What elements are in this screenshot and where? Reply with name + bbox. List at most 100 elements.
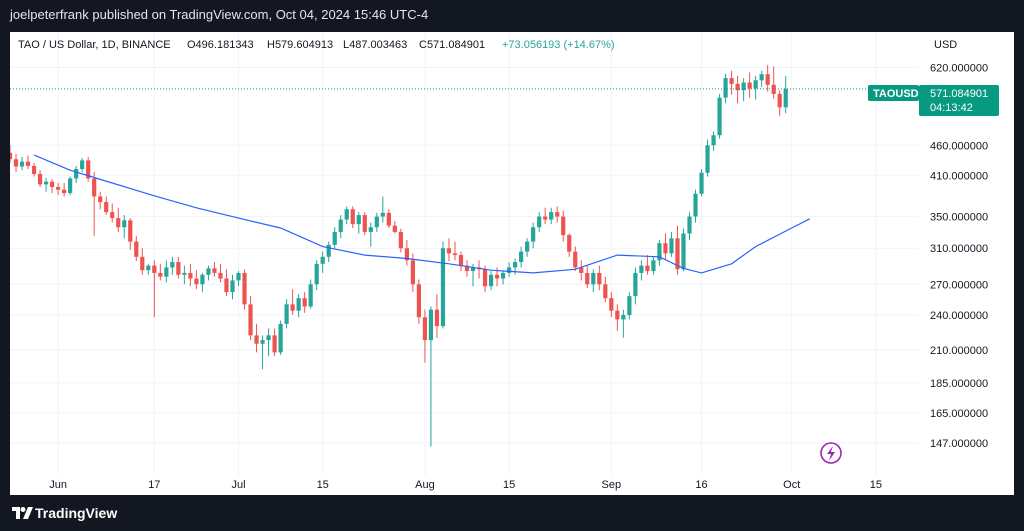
candle <box>272 328 277 357</box>
candle-body <box>320 256 325 264</box>
candle-body <box>284 304 289 324</box>
candle <box>278 320 283 355</box>
candle <box>230 274 235 300</box>
candle <box>452 241 458 261</box>
lightning-icon[interactable] <box>820 442 842 464</box>
candle-body <box>92 178 97 197</box>
candle-body <box>146 265 151 271</box>
candle <box>741 78 746 102</box>
candle-body <box>296 298 301 311</box>
price-tag-bg <box>919 85 999 116</box>
tradingview-logo-icon[interactable] <box>12 505 34 521</box>
candle-body <box>98 196 103 203</box>
candle-body <box>308 284 313 307</box>
legend-open: O496.181343 <box>187 39 254 51</box>
candle-body <box>651 260 656 272</box>
candle <box>296 294 301 318</box>
y-tick-label: 240.000000 <box>930 310 988 322</box>
candle-body <box>13 159 19 167</box>
legend-high: H579.604913 <box>267 39 333 51</box>
candle <box>326 241 331 263</box>
candle <box>25 155 31 169</box>
chart-panel[interactable]: USD 620.000000 460.000000 410.000000 350.00… <box>10 32 1014 495</box>
candle-body <box>500 272 506 279</box>
candle-body <box>164 267 169 277</box>
candle <box>368 222 373 247</box>
candle-body <box>446 248 452 254</box>
candle-body <box>362 215 367 232</box>
candle-body <box>290 304 295 311</box>
candle <box>49 179 55 194</box>
candle-body <box>158 272 163 277</box>
symbol-tag-text: TAOUSD <box>873 88 919 100</box>
candle <box>723 73 728 104</box>
candles <box>10 64 788 447</box>
time-axis-bg[interactable] <box>10 475 918 495</box>
x-axis-ticks: Jun 17 Jul 15 Aug 15 Sep 16 Oct 15 <box>49 479 882 491</box>
candle-body <box>585 272 590 285</box>
candle <box>380 196 385 223</box>
candle <box>146 263 151 275</box>
candle <box>158 263 163 281</box>
candle <box>537 212 542 232</box>
candle-body <box>543 216 548 220</box>
candle-body <box>657 243 662 261</box>
candle <box>567 233 572 257</box>
candle <box>561 210 566 242</box>
tradingview-brand[interactable]: TradingView <box>35 505 118 521</box>
candle <box>404 239 409 266</box>
candle <box>152 260 157 318</box>
candle <box>476 260 482 279</box>
candle <box>759 70 764 88</box>
candle <box>116 207 121 232</box>
candle-body <box>573 251 578 268</box>
candle-body <box>639 265 644 273</box>
price-tag-countdown: 04:13:42 <box>930 102 973 114</box>
candle <box>531 222 536 249</box>
candle-body <box>603 284 608 299</box>
candle-body <box>236 272 241 281</box>
y-tick-label: 350.000000 <box>930 212 988 224</box>
candlestick-chart[interactable]: USD 620.000000 460.000000 410.000000 350.00… <box>10 32 1014 495</box>
candle <box>488 271 494 291</box>
candle-body <box>531 227 536 242</box>
candle <box>428 306 434 447</box>
candle <box>260 335 265 370</box>
y-tick-label: 270.000000 <box>930 279 988 291</box>
candle <box>104 196 109 216</box>
candle <box>236 271 241 287</box>
candle-body <box>579 267 584 273</box>
candle-body <box>392 225 397 232</box>
candle <box>711 131 716 151</box>
candle <box>332 227 337 249</box>
candle <box>74 165 79 184</box>
candle <box>13 153 19 173</box>
x-tick-label: 15 <box>870 479 882 491</box>
candle-body <box>302 298 307 307</box>
candle-body <box>458 255 464 266</box>
y-tick-label: 165.000000 <box>930 408 988 420</box>
price-tag-value: 571.084901 <box>930 88 988 100</box>
candle-body <box>519 251 524 263</box>
candle-body <box>741 82 746 91</box>
symbol-tag-bg <box>868 85 919 101</box>
candle-body <box>621 315 626 320</box>
candle <box>705 139 710 177</box>
x-tick-label: Jul <box>231 479 245 491</box>
candle <box>525 238 530 257</box>
candle-body <box>488 274 494 287</box>
candle <box>80 158 85 173</box>
candle <box>10 145 13 163</box>
y-axis-ticks: 620.000000 460.000000 410.000000 350.000000… <box>930 62 988 450</box>
x-tick-label: Jun <box>49 479 67 491</box>
x-tick-label: 15 <box>503 479 515 491</box>
candle <box>206 265 211 281</box>
candle <box>320 251 325 273</box>
candle <box>98 191 103 210</box>
candle-body <box>663 243 668 254</box>
candle <box>56 183 61 196</box>
candle <box>356 212 361 234</box>
candle <box>639 260 644 281</box>
candle <box>62 183 67 197</box>
x-tick-label: 15 <box>317 479 329 491</box>
